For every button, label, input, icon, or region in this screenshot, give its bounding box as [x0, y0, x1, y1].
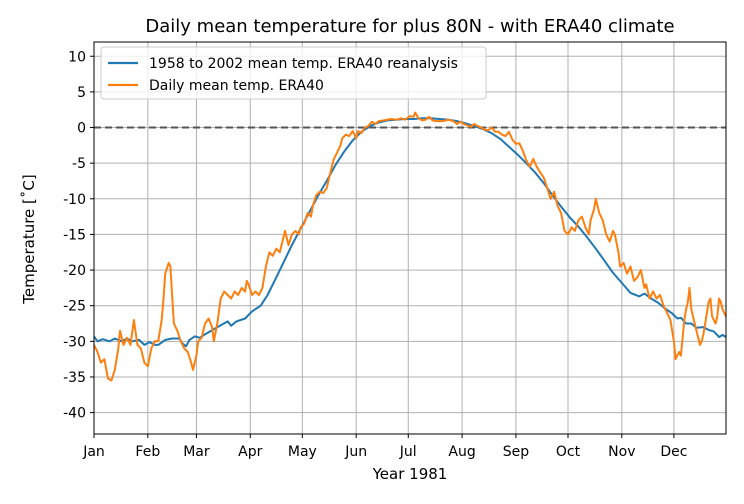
x-tick-label: May	[288, 444, 317, 460]
x-tick-label: Jan	[82, 444, 105, 460]
grid	[93, 42, 726, 434]
x-tick-label: Sep	[503, 444, 530, 460]
x-axis-ticks: Jan Feb Mar Apr May Jun Jul Aug Sep Oct Nov Dec	[82, 434, 687, 460]
y-tick-label: -10	[63, 192, 86, 208]
y-tick-label: 0	[77, 121, 86, 137]
x-tick-label: Dec	[660, 444, 687, 460]
y-tick-label: -20	[63, 263, 86, 279]
y-tick-label: 5	[77, 85, 86, 101]
x-tick-label: Oct	[556, 444, 581, 460]
series-line-climate-mean	[93, 117, 727, 348]
chart-title: Daily mean temperature for plus 80N - wi…	[145, 16, 674, 37]
legend-box	[100, 46, 487, 100]
y-tick-label: -15	[63, 227, 86, 243]
x-tick-label: Jun	[344, 444, 367, 460]
series-line-daily-mean	[93, 111, 727, 382]
y-tick-label: -40	[63, 406, 86, 422]
legend: 1958 to 2002 mean temp. ERA40 reanalysis…	[100, 46, 487, 100]
y-tick-label: -25	[63, 299, 86, 315]
x-tick-label: Aug	[448, 444, 475, 460]
y-tick-label: -35	[63, 370, 86, 386]
legend-label-climate-mean: 1958 to 2002 mean temp. ERA40 reanalysis	[149, 56, 458, 72]
y-tick-label: 10	[68, 49, 86, 65]
legend-label-daily-mean: Daily mean temp. ERA40	[149, 78, 324, 94]
x-tick-label: Mar	[183, 444, 210, 460]
x-tick-label: Jul	[399, 444, 417, 460]
y-axis-label: Temperature [˚C]	[20, 174, 38, 304]
y-tick-label: -30	[63, 334, 86, 350]
x-tick-label: Nov	[608, 444, 635, 460]
x-axis-label: Year 1981	[372, 465, 448, 483]
y-axis-ticks: 10 5 0 -5 -10 -15 -20 -25 -30 -35 -40	[63, 49, 94, 422]
y-tick-label: -5	[72, 156, 86, 172]
plot-frame	[93, 41, 727, 435]
x-tick-label: Feb	[135, 444, 160, 460]
x-tick-label: Apr	[238, 444, 262, 460]
